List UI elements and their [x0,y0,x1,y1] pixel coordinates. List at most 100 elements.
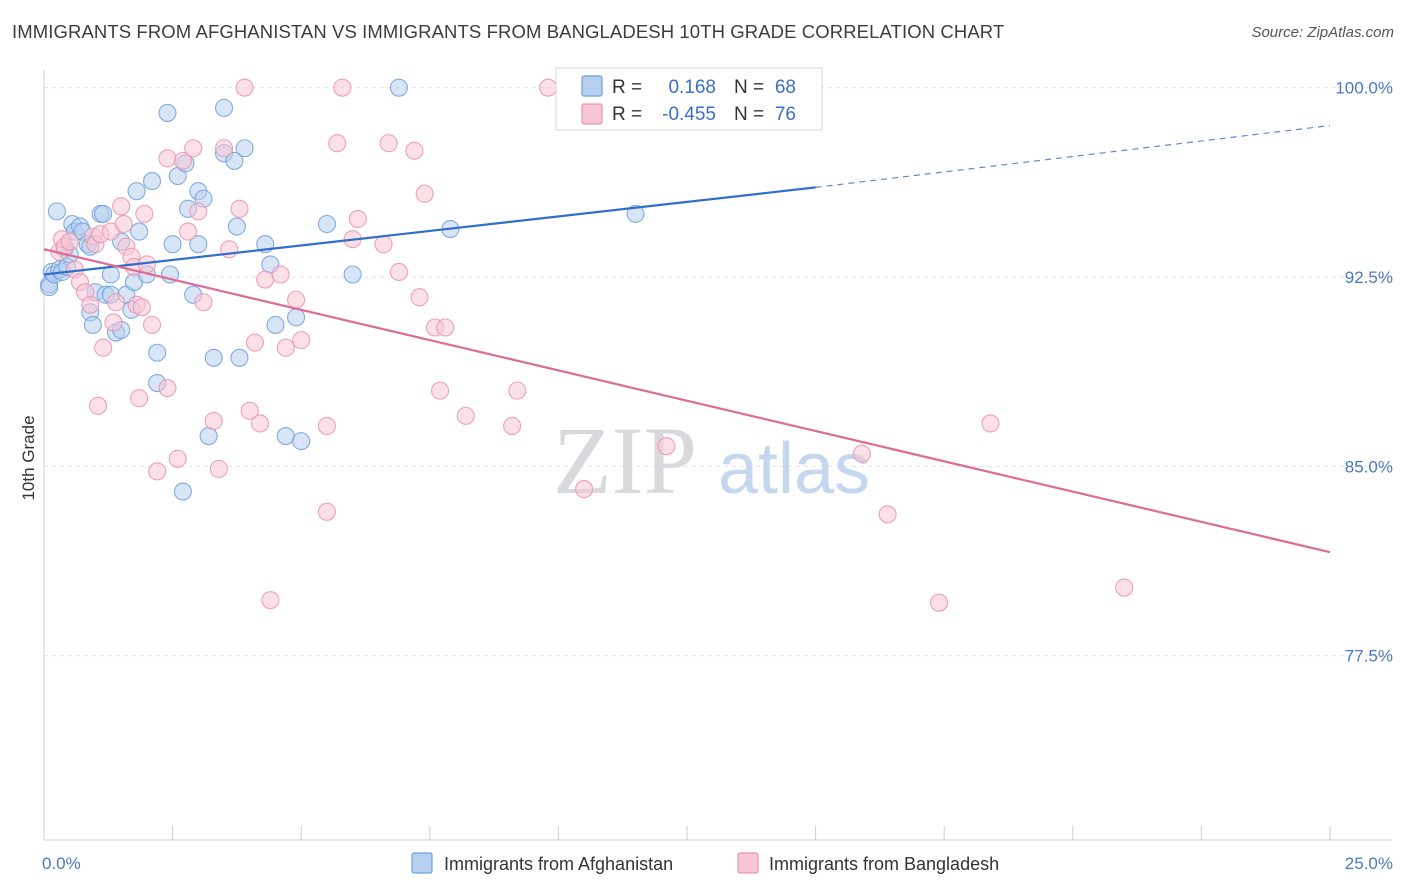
point-afghanistan-61 [317,214,336,234]
point-afghanistan-59 [287,308,306,327]
point-afghanistan-54 [235,139,254,158]
point-bangladesh-46 [261,591,280,610]
point-bangladesh-16 [112,197,131,216]
point-bangladesh-36 [204,411,223,430]
legend-r-label-afghanistan: R = [612,77,642,98]
point-afghanistan-20 [94,204,113,223]
point-bangladesh-28 [158,379,177,398]
point-afghanistan-33 [142,172,162,191]
point-afghanistan-50 [214,98,234,117]
point-bangladesh-70 [575,480,594,499]
point-bangladesh-58 [379,134,398,153]
watermark-zip: ZIP [553,407,697,514]
y-axis-label: 10th Grade [19,415,38,500]
correlation-legend: R = 0.168 N = 68 R = -0.455 N = 76 [555,67,823,131]
point-afghanistan-63 [389,78,408,97]
point-bangladesh-69 [539,78,558,97]
axes [43,70,1392,841]
point-afghanistan-60 [292,432,311,451]
point-bangladesh-44 [250,414,270,433]
point-bangladesh-66 [456,406,475,425]
point-bangladesh-27 [148,462,167,481]
point-bangladesh-31 [173,151,192,170]
point-afghanistan-57 [266,315,285,335]
point-afghanistan-67 [626,204,645,223]
point-bangladesh-74 [930,593,949,612]
point-bangladesh-7 [81,295,100,314]
point-afghanistan-48 [204,348,223,367]
bottom-legend-label-afghanistan: Immigrants from Afghanistan [444,854,673,874]
point-bangladesh-29 [158,149,177,168]
point-bangladesh-56 [348,209,367,229]
point-bangladesh-50 [292,331,311,350]
trend-lines [43,124,1331,554]
legend-r-value-afghanistan: 0.168 [668,77,716,98]
point-bangladesh-68 [508,381,527,400]
point-bangladesh-76 [1115,578,1134,597]
point-bangladesh-48 [276,338,295,357]
point-bangladesh-42 [240,401,259,420]
point-bangladesh-26 [142,315,162,335]
y-tick-label-2: 85.0% [1345,457,1393,476]
point-bangladesh-47 [271,265,290,284]
point-bangladesh-67 [503,416,522,436]
series-bangladesh-points [50,78,1134,612]
point-bangladesh-72 [852,444,871,463]
point-bangladesh-61 [410,288,429,307]
point-afghanistan-17 [83,315,102,335]
point-bangladesh-12 [94,338,113,357]
x-tick-label-start: 0.0% [42,854,81,873]
legend-n-label-afghanistan: N = [734,77,764,98]
point-afghanistan-53 [230,348,249,367]
point-afghanistan-44 [189,235,208,254]
point-bangladesh-3 [60,232,79,251]
point-bangladesh-51 [317,416,336,436]
point-bangladesh-35 [194,293,213,312]
point-afghanistan-47 [199,427,218,446]
legend-swatch-bangladesh [581,103,603,125]
point-afghanistan-52 [227,217,246,236]
point-bangladesh-17 [114,214,133,234]
point-bangladesh-53 [328,134,347,153]
point-bangladesh-62 [415,184,434,203]
point-bangladesh-38 [214,139,234,158]
y-tick-label-1: 92.5% [1345,268,1393,287]
point-bangladesh-45 [256,270,275,289]
point-afghanistan-36 [158,103,177,122]
point-bangladesh-41 [235,78,254,97]
x-tick-label-end: 25.0% [1345,854,1393,873]
point-afghanistan-62 [343,265,362,284]
point-bangladesh-59 [389,262,408,282]
point-bangladesh-15 [106,293,126,312]
watermark: ZIP atlas [553,407,870,514]
legend-n-value-bangladesh: 76 [775,104,796,125]
legend-r-value-bangladesh: -0.455 [662,104,716,125]
bottom-legend-swatch-bangladesh [737,852,759,874]
y-tick-labels: 100.0% 92.5% 85.0% 77.5% [1335,79,1393,666]
bottom-legend-label-bangladesh: Immigrants from Bangladesh [769,854,999,874]
point-bangladesh-34 [189,202,208,221]
point-bangladesh-10 [88,396,108,415]
point-afghanistan-31 [130,222,149,241]
point-bangladesh-37 [209,459,228,478]
point-afghanistan-38 [163,235,182,254]
point-bangladesh-24 [135,204,154,223]
point-bangladesh-73 [878,505,897,524]
point-bangladesh-22 [130,389,149,408]
legend-n-value-afghanistan: 68 [775,77,796,98]
point-bangladesh-57 [374,235,393,254]
point-bangladesh-52 [317,502,336,521]
point-afghanistan-4 [47,202,66,221]
point-bangladesh-33 [184,139,203,158]
point-afghanistan-34 [148,343,167,362]
point-bangladesh-49 [287,290,306,309]
series-legend: Immigrants from Afghanistan Immigrants f… [411,852,999,874]
point-bangladesh-64 [431,381,450,400]
point-bangladesh-60 [405,141,424,160]
chart-title: IMMIGRANTS FROM AFGHANISTAN VS IMMIGRANT… [12,21,1005,42]
point-afghanistan-40 [173,482,192,501]
source-credit: Source: ZipAtlas.com [1251,24,1394,41]
legend-n-label-bangladesh: N = [734,104,764,125]
y-tick-label-3: 77.5% [1345,647,1393,666]
